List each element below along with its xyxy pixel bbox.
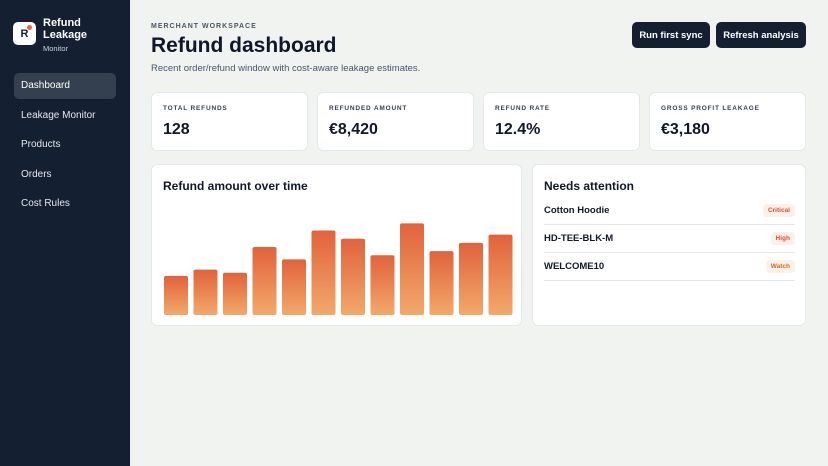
run-first-sync-button[interactable]: Run first sync <box>632 22 710 48</box>
page-eyebrow: MERCHANT WORKSPACE <box>151 23 257 30</box>
chart-bar <box>193 269 218 315</box>
needs-attention-title: Needs attention <box>544 179 635 193</box>
logo-dot <box>27 25 32 30</box>
sidebar-item-orders[interactable]: Orders <box>21 168 52 180</box>
refund-chart-card: Refund amount over time <box>151 164 522 326</box>
kpi-card-total-refunds: TOTAL REFUNDS 128 <box>151 92 308 151</box>
brand-subtitle: Monitor <box>43 44 69 53</box>
kpi-value: €8,420 <box>329 121 378 138</box>
brand[interactable]: R Refund Leakage Monitor <box>13 17 93 53</box>
attention-list: Cotton Hoodie Critical HD-TEE-BLK-M High… <box>544 197 795 281</box>
sidebar: R Refund Leakage Monitor Dashboard Leaka… <box>0 0 130 466</box>
brand-name: Refund Leakage <box>43 17 88 41</box>
kpi-label: REFUND RATE <box>495 105 550 112</box>
chart-bar <box>311 230 336 315</box>
chart-bar <box>282 259 306 315</box>
list-item[interactable]: WELCOME10 Watch <box>544 253 795 281</box>
kpi-label: GROSS PROFIT LEAKAGE <box>661 105 760 112</box>
refresh-analysis-button[interactable]: Refresh analysis <box>716 22 806 48</box>
kpi-value: €3,180 <box>661 121 710 138</box>
kpi-card-refunded-amount: REFUNDED AMOUNT €8,420 <box>317 92 474 151</box>
chart-bar <box>488 234 513 315</box>
chart-bars <box>164 223 513 315</box>
sidebar-item-leakage-monitor[interactable]: Leakage Monitor <box>21 109 96 121</box>
list-item[interactable]: HD-TEE-BLK-M High <box>544 225 795 253</box>
item-name: Cotton Hoodie <box>544 205 610 216</box>
needs-attention-card: Needs attention Cotton Hoodie Critical H… <box>532 164 806 326</box>
chart-bar <box>223 272 247 315</box>
logo-mark: R <box>20 27 29 40</box>
chart-bar <box>429 251 454 315</box>
chart-bar <box>164 275 188 315</box>
chart-bar <box>459 242 483 315</box>
sidebar-nav: Dashboard Leakage Monitor Products Order… <box>14 73 116 221</box>
item-name: HD-TEE-BLK-M <box>544 233 614 244</box>
severity-badge: Watch <box>765 260 795 273</box>
severity-badge: Critical <box>762 204 795 217</box>
kpi-value: 128 <box>163 121 190 138</box>
sidebar-item-dashboard[interactable]: Dashboard <box>14 73 116 99</box>
app-logo-icon: R <box>13 22 36 45</box>
brand-text: Refund Leakage Monitor <box>43 17 93 53</box>
chart-title: Refund amount over time <box>163 179 308 193</box>
page-title: Refund dashboard <box>151 34 337 57</box>
kpi-card-refund-rate: REFUND RATE 12.4% <box>483 92 640 151</box>
kpi-label: TOTAL REFUNDS <box>163 105 228 112</box>
severity-badge: High <box>770 232 795 245</box>
item-name: WELCOME10 <box>544 261 605 272</box>
kpi-card-gross-profit-leakage: GROSS PROFIT LEAKAGE €3,180 <box>649 92 806 151</box>
list-item[interactable]: Cotton Hoodie Critical <box>544 197 795 225</box>
chart-bar <box>252 247 277 315</box>
chart-bar <box>370 255 395 315</box>
kpi-value: 12.4% <box>495 121 541 138</box>
refund-bar-chart <box>164 223 513 315</box>
kpi-label: REFUNDED AMOUNT <box>329 105 408 112</box>
sidebar-item-products[interactable]: Products <box>21 139 61 151</box>
page-subtitle: Recent order/refund window with cost-awa… <box>151 63 421 74</box>
sidebar-item-cost-rules[interactable]: Cost Rules <box>21 198 70 210</box>
chart-bar <box>400 223 424 315</box>
chart-bar <box>341 238 365 315</box>
